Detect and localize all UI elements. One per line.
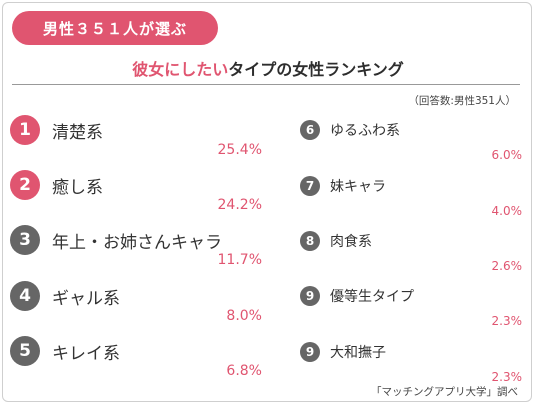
ranking-card xyxy=(2,2,532,402)
ranking-percentage: 6.8% xyxy=(226,363,262,379)
rank-number-badge: 6 xyxy=(300,120,320,140)
rank-number-badge: 4 xyxy=(10,281,40,311)
respondent-note: （回答数:男性351人） xyxy=(408,95,516,107)
ranking-label: 清楚系 xyxy=(52,123,103,143)
rank-number-badge: 5 xyxy=(10,336,40,366)
rank-number-badge: 3 xyxy=(10,225,40,255)
rank-number-badge: 8 xyxy=(300,231,320,251)
ranking-percentage: 4.0% xyxy=(491,204,523,218)
rank-number-badge: 7 xyxy=(300,176,320,196)
title-divider xyxy=(12,84,520,85)
ranking-item: 6 ゆるふわ系 6.0% xyxy=(300,115,522,163)
ranking-label: 年上・お姉さんキャラ xyxy=(52,233,222,253)
ranking-percentage: 24.2% xyxy=(217,197,262,213)
title-rest: タイプの女性ランキング xyxy=(228,60,404,79)
ranking-item: 3 年上・お姉さんキャラ 11.7% xyxy=(10,223,262,271)
source-credit: 「マッチングアプリ大学」調べ xyxy=(371,386,518,398)
ranking-item: 1 清楚系 25.4% xyxy=(10,113,262,161)
ranking-percentage: 11.7% xyxy=(217,252,262,268)
ranking-percentage: 2.6% xyxy=(491,259,523,273)
ranking-item: 2 癒し系 24.2% xyxy=(10,168,262,216)
page-title: 彼女にしたいタイプの女性ランキング xyxy=(0,56,536,80)
ranking-item: 9 大和撫子 2.3% xyxy=(300,337,522,385)
rank-number-badge: 9 xyxy=(300,286,320,306)
rank-number-badge: 2 xyxy=(10,170,40,200)
ranking-percentage: 2.3% xyxy=(491,314,523,328)
ranking-percentage: 8.0% xyxy=(226,308,262,324)
title-highlight: 彼女にしたい xyxy=(132,60,229,79)
rank-number-badge: 9 xyxy=(300,342,320,362)
ranking-label: キレイ系 xyxy=(52,344,120,364)
header-badge: 男性３５１人が選ぶ xyxy=(12,11,218,45)
rank-number-badge: 1 xyxy=(10,115,40,145)
ranking-label: ゆるふわ系 xyxy=(330,123,400,139)
ranking-item: 9 優等生タイプ 2.3% xyxy=(300,281,522,329)
ranking-label: 大和撫子 xyxy=(330,345,386,361)
ranking-label: 妹キャラ xyxy=(330,179,386,195)
ranking-item: 5 キレイ系 6.8% xyxy=(10,334,262,382)
ranking-label: 癒し系 xyxy=(52,178,103,198)
ranking-percentage: 25.4% xyxy=(217,142,262,158)
ranking-item: 4 ギャル系 8.0% xyxy=(10,279,262,327)
ranking-label: 優等生タイプ xyxy=(330,289,414,305)
ranking-percentage: 2.3% xyxy=(491,370,523,384)
ranking-item: 8 肉食系 2.6% xyxy=(300,226,522,274)
ranking-label: ギャル系 xyxy=(52,289,120,309)
ranking-percentage: 6.0% xyxy=(491,148,523,162)
ranking-label: 肉食系 xyxy=(330,234,372,250)
ranking-item: 7 妹キャラ 4.0% xyxy=(300,171,522,219)
